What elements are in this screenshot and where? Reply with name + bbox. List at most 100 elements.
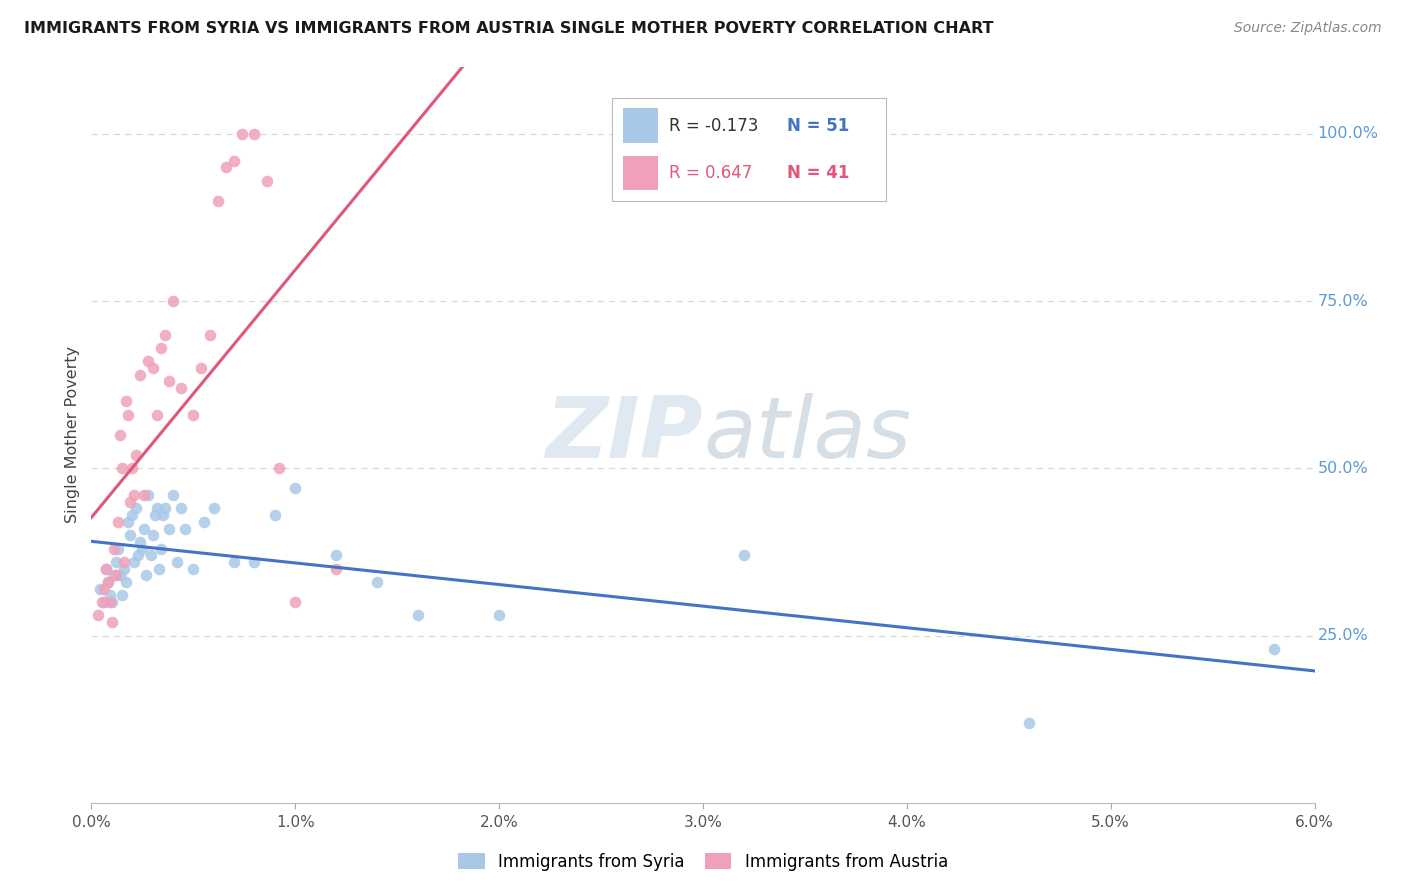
Point [166,555,188,569]
Point [112,562,135,576]
Point [111,589,134,603]
Point [141,361,163,376]
Point [406,608,429,623]
Point [94,562,117,576]
FancyBboxPatch shape [623,108,658,144]
Point [174,521,197,535]
Point [148,562,170,576]
Text: Source: ZipAtlas.com: Source: ZipAtlas.com [1234,21,1382,35]
Point [284,595,307,609]
Point [366,575,388,590]
Point [134,521,156,535]
Point [145,501,167,516]
Legend: Immigrants from Syria, Immigrants from Austria: Immigrants from Syria, Immigrants from A… [450,845,956,880]
Point [101,595,124,609]
Point [141,528,163,542]
Point [157,521,180,535]
Point [129,535,152,549]
Point [108,428,131,442]
Point [207,194,229,208]
Point [162,294,184,309]
Point [162,488,184,502]
Point [139,548,162,563]
Point [104,555,127,569]
Point [117,408,139,422]
Point [231,127,253,141]
Point [86,608,108,623]
FancyBboxPatch shape [623,155,658,190]
Point [222,153,246,168]
Point [121,461,143,475]
Point [152,508,174,523]
Point [138,488,160,502]
Point [138,354,160,368]
Point [98,589,121,603]
Point [149,341,172,355]
Point [103,568,125,582]
Text: IMMIGRANTS FROM SYRIA VS IMMIGRANTS FROM AUSTRIA SINGLE MOTHER POVERTY CORRELATI: IMMIGRANTS FROM SYRIA VS IMMIGRANTS FROM… [24,21,994,36]
Point [131,541,153,556]
Point [143,508,166,523]
Point [93,595,115,609]
Point [111,461,134,475]
Point [90,595,112,609]
Text: 100.0%: 100.0% [1317,127,1378,141]
Point [107,541,129,556]
Point [183,562,205,576]
Point [202,501,225,516]
Point [101,615,124,630]
Point [264,508,287,523]
Point [1018,715,1040,730]
Text: 50.0%: 50.0% [1317,461,1368,475]
Point [284,482,307,496]
Text: ZIP: ZIP [546,393,703,476]
Point [121,508,143,523]
Point [108,568,131,582]
Point [93,582,115,596]
Point [122,555,145,569]
Point [117,515,139,529]
Text: R = 0.647: R = 0.647 [669,164,752,182]
Point [190,361,212,376]
Point [115,394,138,409]
Point [135,568,157,582]
Point [112,555,135,569]
Text: N = 41: N = 41 [787,164,849,182]
Point [149,541,172,556]
Point [127,548,149,563]
Point [488,608,510,623]
Point [222,555,246,569]
Text: N = 51: N = 51 [787,117,849,135]
Point [103,541,125,556]
Point [107,515,129,529]
Point [153,501,176,516]
Point [145,408,167,422]
Point [120,528,142,542]
Point [153,327,176,342]
Point [170,501,193,516]
Point [325,562,347,576]
Point [89,582,111,596]
Point [157,375,180,389]
Text: 75.0%: 75.0% [1317,293,1368,309]
Point [94,562,117,576]
Point [98,595,121,609]
Point [256,174,278,188]
Point [193,515,215,529]
Point [104,568,127,582]
Point [122,488,145,502]
Point [120,494,142,508]
Text: 25.0%: 25.0% [1317,628,1368,643]
Point [134,488,156,502]
Point [243,127,266,141]
Point [125,448,148,462]
Point [97,575,120,590]
Point [1263,642,1285,657]
Point [170,381,193,395]
Point [183,408,205,422]
Y-axis label: Single Mother Poverty: Single Mother Poverty [65,346,80,524]
Point [243,555,266,569]
Point [125,501,148,516]
Point [325,548,347,563]
Point [115,575,138,590]
